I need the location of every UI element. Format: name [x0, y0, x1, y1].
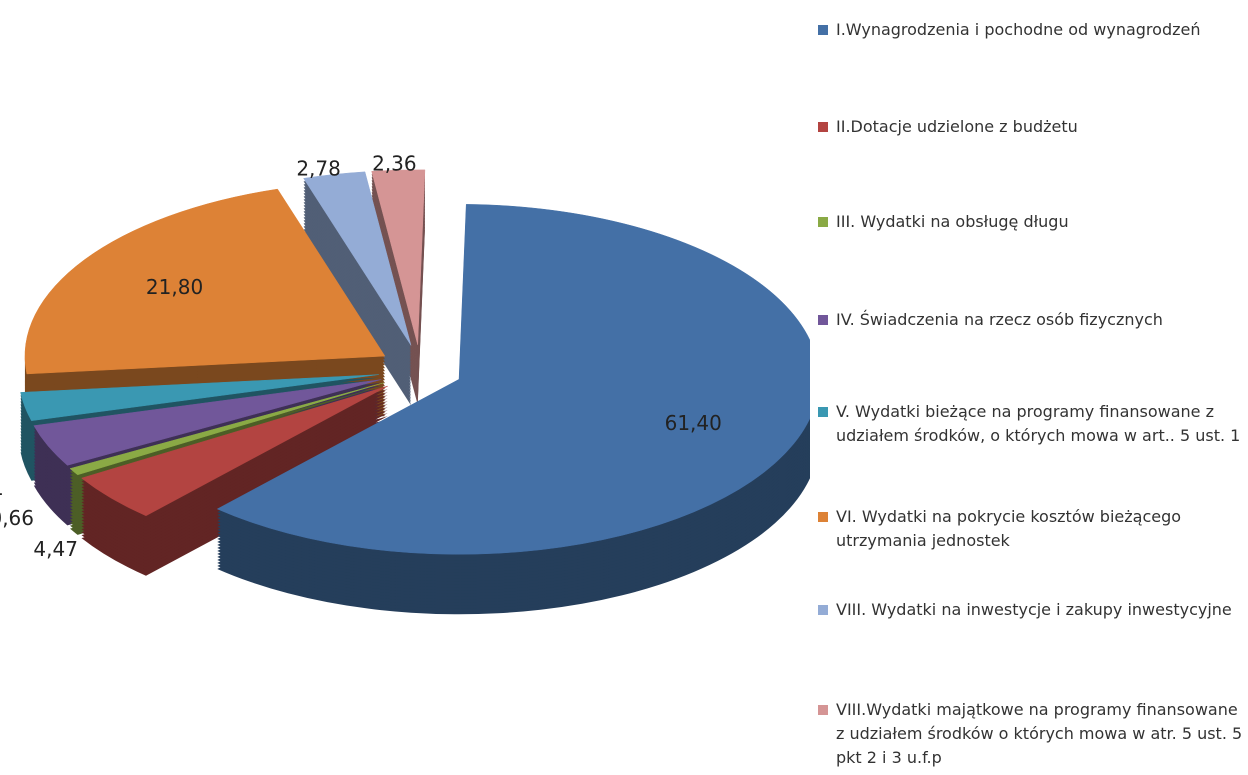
legend-swatch — [818, 25, 828, 35]
legend-entry: IV. Świadczenia na rzecz osób fizycznych — [818, 308, 1243, 332]
legend-label: I.Wynagrodzenia i pochodne od wynagrodze… — [836, 20, 1201, 39]
slice — [371, 169, 426, 345]
legend-swatch — [818, 217, 828, 227]
legend-label: VIII.Wydatki majątkowe na programy finan… — [836, 700, 1243, 767]
data-label: 4,47 — [33, 537, 78, 561]
data-label: 2,78 — [296, 157, 341, 181]
data-label: 21,80 — [146, 275, 203, 299]
data-label: 61,40 — [665, 411, 722, 435]
legend-label: III. Wydatki na obsługę długu — [836, 212, 1069, 231]
slice-side — [20, 377, 379, 424]
legend-entry: VIII. Wydatki na inwestycje i zakupy inw… — [818, 598, 1243, 622]
legend-label: VI. Wydatki na pokrycie kosztów bieżąceg… — [836, 507, 1182, 550]
chart: 61,404,470,663,912,6221,802,782,36 — [0, 152, 820, 615]
legend-swatch — [818, 605, 828, 615]
slice — [69, 382, 384, 476]
legend-label: VIII. Wydatki na inwestycje i zakupy inw… — [836, 600, 1232, 619]
legend-entry: I.Wynagrodzenia i pochodne od wynagrodze… — [818, 18, 1243, 42]
legend-swatch — [818, 122, 828, 132]
legend-label: II.Dotacje udzielone z budżetu — [836, 117, 1078, 136]
slice — [20, 374, 379, 421]
legend-swatch — [818, 705, 828, 715]
legend-swatch — [818, 407, 828, 417]
slice — [80, 385, 388, 517]
legend-swatch — [818, 315, 828, 325]
data-label: 0,66 — [0, 506, 34, 530]
slice — [33, 379, 382, 466]
legend-entry: III. Wydatki na obsługę długu — [818, 210, 1243, 234]
legend-label: IV. Świadczenia na rzecz osób fizycznych — [836, 310, 1163, 329]
slice — [216, 204, 820, 555]
legend-entry: VI. Wydatki na pokrycie kosztów bieżąceg… — [818, 505, 1243, 553]
legend-swatch — [818, 512, 828, 522]
legend-entry: V. Wydatki bieżące na programy finansowa… — [818, 400, 1243, 448]
legend-entry: VIII.Wydatki majątkowe na programy finan… — [818, 698, 1243, 770]
data-label: 3,91 — [0, 476, 4, 500]
slice — [303, 171, 412, 346]
data-label: 2,36 — [372, 152, 417, 176]
slice-side — [70, 385, 384, 478]
legend-label: V. Wydatki bieżące na programy finansowa… — [836, 402, 1241, 445]
legend-entry: II.Dotacje udzielone z budżetu — [818, 115, 1243, 139]
slice — [24, 188, 386, 375]
